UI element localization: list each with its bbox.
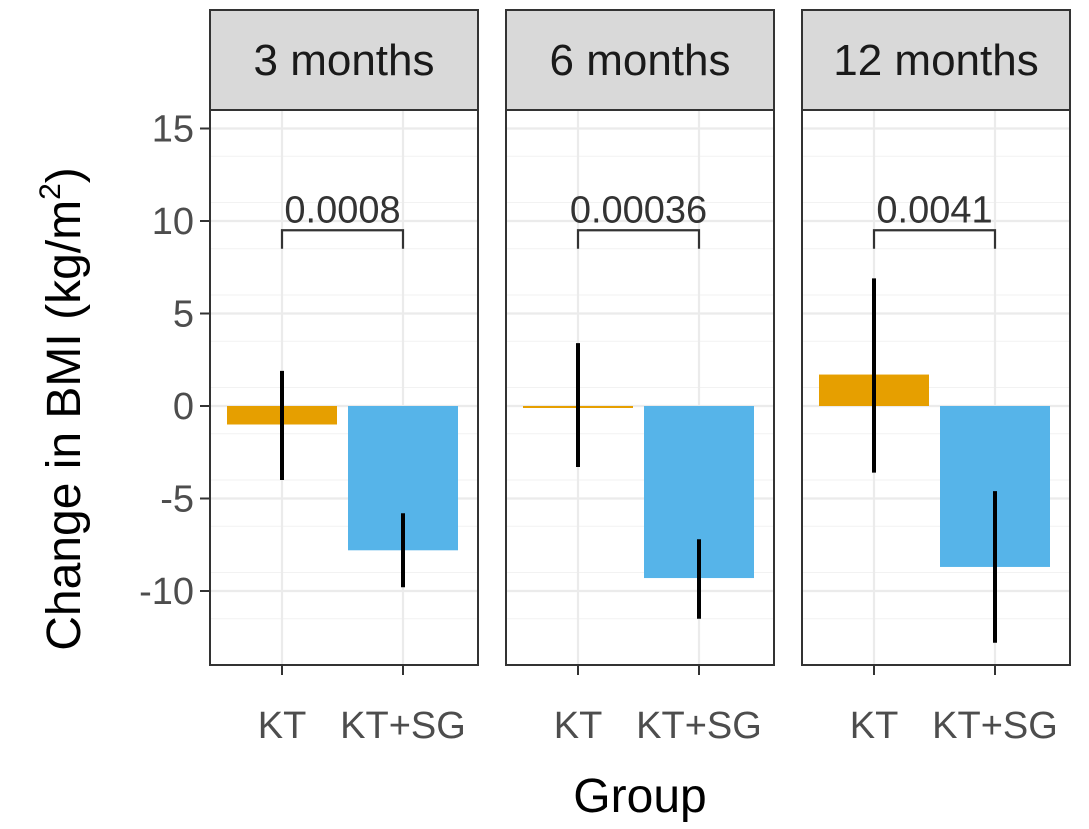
y-tick-label: 15: [152, 109, 194, 151]
panel-frame: [505, 109, 775, 666]
y-axis-title-close: ): [38, 167, 91, 183]
strip-background: [209, 9, 479, 111]
panel-frame: [209, 109, 479, 666]
significance-bracket: [280, 229, 405, 249]
x-tick-label: KT: [258, 705, 307, 747]
y-tick-label: 0: [173, 386, 194, 428]
x-tick-label: KT: [850, 705, 899, 747]
svg-text:Change in BMI (kg/m2): Change in BMI (kg/m2): [34, 167, 91, 651]
p-value-label: 0.0008: [284, 189, 400, 231]
significance-bracket: [872, 229, 997, 249]
panel-2: 6 months 0.00036 KT KT+SG: [505, 9, 775, 747]
significance-bracket: [576, 229, 701, 249]
panel-3: 12 months 0.0041 KT KT+SG: [801, 9, 1071, 747]
x-tick-label: KT: [554, 705, 603, 747]
y-tick-label: 10: [152, 201, 194, 243]
y-axis-title-superscript: 2: [34, 183, 67, 200]
x-tick-label: KT+SG: [636, 705, 762, 747]
y-axis: -10 -5 0 5 10 15: [139, 109, 210, 613]
strip-label: 6 months: [550, 36, 731, 85]
strip-label: 12 months: [833, 36, 1038, 85]
y-tick-label: -5: [160, 479, 194, 521]
p-value-label: 0.00036: [570, 189, 707, 231]
strip-background: [505, 9, 775, 111]
p-value-label: 0.0041: [876, 189, 992, 231]
x-axis-title: Group: [573, 770, 706, 823]
x-tick-label: KT+SG: [340, 705, 466, 747]
y-axis-title: Change in BMI (kg/m2): [34, 167, 91, 651]
y-tick-label: 5: [173, 294, 194, 336]
x-tick-label: KT+SG: [932, 705, 1058, 747]
panel-frame: [801, 109, 1071, 666]
y-tick-label: -10: [139, 571, 194, 613]
panels-layer: 3 months 0.0008 KT KT+SG 6 months 0.00036 KT KT…: [209, 9, 1071, 747]
panel-1: 3 months 0.0008 KT KT+SG: [209, 9, 479, 747]
strip-label: 3 months: [254, 36, 435, 85]
y-axis-title-text: Change in BMI (kg/m: [38, 200, 91, 651]
strip-background: [801, 9, 1071, 111]
